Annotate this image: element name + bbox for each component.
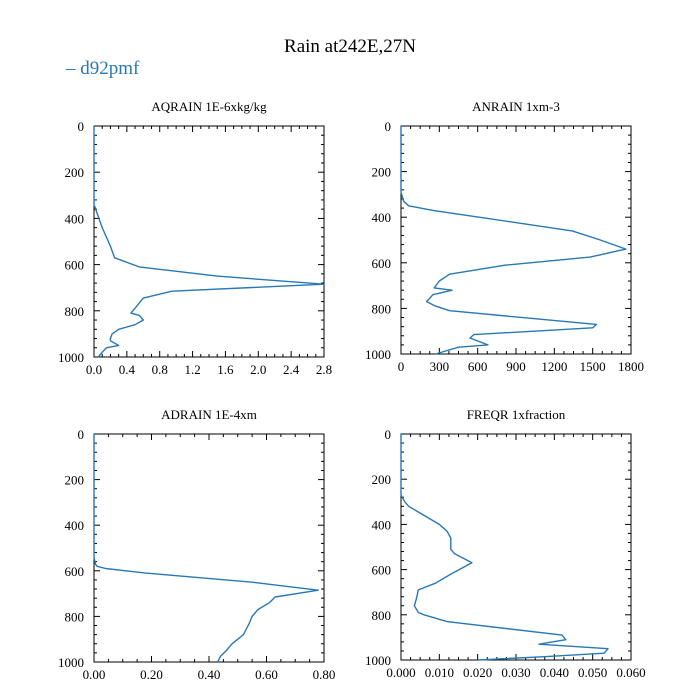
x-tick-label-aqrain: 0.0 xyxy=(86,362,102,377)
y-tick-label-anrain: 600 xyxy=(372,256,392,271)
y-tick-label-freqr: 600 xyxy=(372,563,392,578)
y-tick-label-aqrain: 0 xyxy=(78,119,85,134)
panel-title-adrain: ADRAIN 1E-4xm xyxy=(161,407,257,422)
y-tick-label-adrain: 800 xyxy=(65,609,85,624)
y-tick-label-aqrain: 600 xyxy=(65,258,85,273)
series-line-adrain xyxy=(93,434,319,663)
x-tick-label-freqr: 0.010 xyxy=(425,665,454,680)
x-tick-label-adrain: 0.00 xyxy=(83,667,106,682)
x-tick-label-freqr: 0.000 xyxy=(386,665,415,680)
y-tick-label-freqr: 1000 xyxy=(365,653,391,668)
y-tick-label-anrain: 200 xyxy=(372,165,392,180)
y-tick-label-anrain: 0 xyxy=(385,119,392,134)
y-tick-label-aqrain: 1000 xyxy=(58,350,84,365)
x-tick-label-aqrain: 2.0 xyxy=(250,362,266,377)
x-tick-label-aqrain: 0.4 xyxy=(119,362,136,377)
x-tick-label-aqrain: 2.4 xyxy=(283,362,300,377)
plot-frame-aqrain xyxy=(93,125,325,358)
series-line-aqrain xyxy=(93,126,325,358)
y-tick-label-adrain: 400 xyxy=(65,518,85,533)
series-line-anrain xyxy=(400,126,627,355)
y-tick-label-adrain: 600 xyxy=(65,564,85,579)
x-tick-label-anrain: 1500 xyxy=(580,359,606,374)
x-tick-label-anrain: 1800 xyxy=(618,359,644,374)
panel-title-aqrain: AQRAIN 1E-6xkg/kg xyxy=(151,99,267,114)
y-tick-label-aqrain: 400 xyxy=(65,211,85,226)
x-tick-label-freqr: 0.030 xyxy=(501,665,530,680)
x-tick-label-adrain: 0.20 xyxy=(140,667,163,682)
x-tick-label-aqrain: 1.2 xyxy=(184,362,200,377)
y-tick-label-adrain: 1000 xyxy=(58,655,84,670)
x-tick-label-anrain: 900 xyxy=(506,359,526,374)
y-tick-label-anrain: 800 xyxy=(372,301,392,316)
panel-anrain: ANRAIN 1xm-3 0 300 600 900 1200 1500 1800 0 200 40… xyxy=(365,99,644,374)
panel-aqrain: AQRAIN 1E-6xkg/kg 0.0 0.4 0.8 1.2 1.6 2.0 2.4 2.… xyxy=(58,99,332,377)
legend: – d92pmf xyxy=(66,58,139,80)
y-tick-label-adrain: 200 xyxy=(65,473,85,488)
x-tick-label-anrain: 600 xyxy=(468,359,488,374)
panel-title-anrain: ANRAIN 1xm-3 xyxy=(472,99,560,114)
x-tick-label-adrain: 0.80 xyxy=(313,667,336,682)
x-tick-label-anrain: 0 xyxy=(398,359,405,374)
x-tick-label-aqrain: 0.8 xyxy=(152,362,168,377)
x-tick-label-freqr: 0.040 xyxy=(540,665,569,680)
x-tick-label-adrain: 0.60 xyxy=(255,667,278,682)
y-tick-label-aqrain: 200 xyxy=(65,165,85,180)
y-tick-label-freqr: 200 xyxy=(372,472,392,487)
x-tick-label-aqrain: 1.6 xyxy=(217,362,234,377)
x-tick-label-adrain: 0.40 xyxy=(198,667,221,682)
plot-frame-anrain xyxy=(400,125,632,355)
x-tick-label-aqrain: 2.8 xyxy=(316,362,332,377)
x-tick-label-freqr: 0.050 xyxy=(578,665,607,680)
y-tick-label-freqr: 800 xyxy=(372,608,392,623)
y-tick-label-adrain: 0 xyxy=(78,427,85,442)
panel-adrain: ADRAIN 1E-4xm 0.00 0.20 0.40 0.60 0.80 0 200 400… xyxy=(58,407,335,682)
legend-label: d92pmf xyxy=(80,58,140,79)
panel-freqr: FREQR 1xfraction 0.000 0.010 0.020 0.030 0.04… xyxy=(365,407,646,680)
series-line-freqr xyxy=(400,434,609,661)
y-tick-label-aqrain: 800 xyxy=(65,304,85,319)
x-tick-label-anrain: 300 xyxy=(430,359,450,374)
y-tick-label-freqr: 400 xyxy=(372,517,392,532)
y-tick-label-freqr: 0 xyxy=(385,427,392,442)
plot-frame-freqr xyxy=(400,433,632,661)
legend-line-glyph: – xyxy=(66,58,76,79)
y-tick-label-anrain: 400 xyxy=(372,210,392,225)
x-tick-label-freqr: 0.060 xyxy=(616,665,645,680)
y-tick-label-anrain: 1000 xyxy=(365,347,391,362)
x-tick-label-anrain: 1200 xyxy=(541,359,567,374)
x-tick-label-freqr: 0.020 xyxy=(463,665,492,680)
figure-title: Rain at242E,27N xyxy=(284,36,416,57)
panel-title-freqr: FREQR 1xfraction xyxy=(467,407,566,422)
plot-frame-adrain xyxy=(93,433,325,663)
